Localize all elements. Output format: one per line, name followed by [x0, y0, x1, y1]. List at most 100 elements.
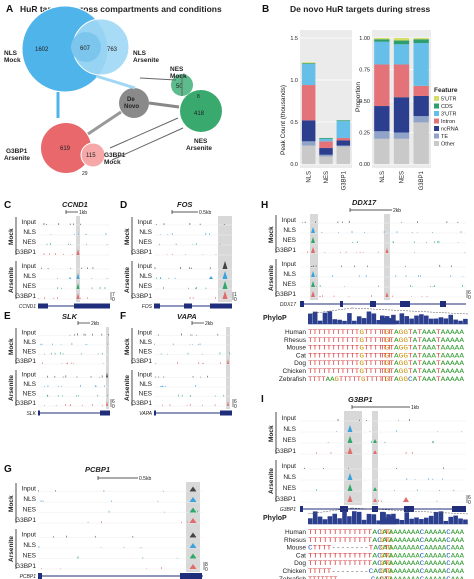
gene-exon: [184, 303, 192, 309]
signal-tick: [53, 536, 54, 538]
bar-segment: [374, 131, 390, 139]
alignment-sequence: TTTTTTTTTTTGTTTTTT: [308, 360, 392, 367]
signal-tick: [340, 252, 341, 253]
signal-tick: [94, 535, 96, 538]
signal-tick: [338, 232, 339, 233]
signal-tick: [62, 376, 64, 378]
signal-tick: [162, 404, 163, 406]
gene-exon: [180, 573, 202, 579]
track-label-g3bp1: G3BP1: [15, 563, 36, 570]
signal-tick: [80, 297, 81, 299]
signal-tick: [156, 277, 157, 279]
alignment-sequence: TTTTTTTTTTTTTACAG: [308, 529, 392, 536]
panel-h-gene: DDX17: [352, 198, 377, 207]
signal-tick: [69, 334, 71, 336]
signal-peak: [227, 359, 229, 364]
signal-tick: [377, 251, 379, 253]
y-scale-max: 6: [234, 399, 237, 405]
track-label-input: Input: [282, 463, 297, 470]
signal-peak: [209, 276, 213, 279]
y-scale-min: 0: [112, 404, 115, 410]
signal-tick: [337, 418, 339, 421]
bar-segment: [301, 63, 316, 65]
x-tick-label: NES: [400, 171, 406, 183]
track-label-input: Input: [22, 486, 37, 493]
track-label-nes: NES: [139, 239, 153, 246]
highlight-region: [226, 327, 230, 409]
signal-tick: [155, 362, 157, 364]
phylop-bar: [347, 313, 352, 324]
signal-tick: [190, 395, 191, 397]
panel-e-gene: SLK: [62, 312, 78, 321]
signal-peak: [347, 436, 353, 443]
alignment-sequence: GTAAAAAAACAAAAACAAA: [380, 560, 464, 567]
track-label-nes: NES: [23, 283, 37, 290]
signal-tick: [61, 287, 62, 289]
phylop-bar: [433, 318, 439, 324]
track-label-input: Input: [22, 330, 37, 337]
bar-segment: [413, 43, 429, 86]
signal-tick: [157, 334, 159, 336]
gene-name-label: SLK: [27, 411, 37, 417]
alignment-sequence: TTTTTTTTTTTGTTTTTT: [308, 368, 392, 375]
signal-tick: [44, 296, 46, 299]
x-tick-label: NLS: [307, 171, 313, 183]
gene-exon: [440, 301, 446, 307]
legend-swatch: [434, 111, 439, 116]
signal-tick: [97, 394, 99, 397]
group-label-mock: Mock: [268, 425, 275, 442]
signal-tick: [405, 266, 406, 267]
group-label-mock: Mock: [8, 228, 15, 245]
track-label-input: Input: [22, 532, 37, 539]
signal-peak: [347, 495, 353, 502]
venn-label-nes-mock: NES Mock: [170, 66, 187, 80]
phylop-bar: [404, 512, 410, 524]
signal-peak: [385, 248, 389, 253]
signal-tick: [327, 442, 329, 443]
signal-tick: [189, 267, 190, 269]
signal-tick: [46, 243, 48, 245]
signal-tick: [154, 267, 156, 269]
venn-label-de-novo: De Novo: [124, 97, 139, 110]
signal-tick: [439, 489, 440, 491]
signal-tick: [366, 419, 367, 421]
bar-segment: [301, 120, 316, 142]
signal-tick: [369, 431, 371, 432]
group-label-arsenite: Arsenite: [8, 375, 15, 401]
phylop-bar: [443, 520, 449, 524]
track-label-input: Input: [138, 372, 153, 379]
signal-tick: [81, 353, 82, 355]
track-label-g3bp1: G3BP1: [275, 291, 296, 298]
legend-label: CDS: [441, 104, 453, 110]
phylop-bar: [394, 518, 400, 524]
gene-exon: [220, 410, 232, 416]
phylop-bar: [414, 517, 419, 524]
gene-exon: [74, 303, 110, 309]
signal-tick: [87, 297, 88, 299]
alignment-sequence: TGTAGGTATAAATAAAAA: [380, 368, 464, 375]
group-label-mock: Mock: [124, 228, 131, 245]
phylop-bar: [438, 511, 444, 524]
x-tick-label: G3BP1: [419, 170, 425, 190]
track-label-nls: NLS: [139, 339, 152, 346]
signal-peak: [189, 486, 197, 492]
signal-tick: [409, 419, 410, 421]
signal-tick: [94, 385, 96, 387]
zoom-connector: [351, 307, 469, 315]
signal-tick: [437, 431, 438, 432]
signal-tick: [192, 244, 194, 245]
signal-tick: [214, 395, 216, 397]
bar-segment: [393, 64, 410, 98]
bar-segment: [413, 38, 429, 40]
signal-tick: [70, 244, 71, 245]
signal-tick: [52, 343, 54, 345]
track-label-nes: NES: [139, 283, 153, 290]
panel-b-title: De novo HuR targets during stress: [290, 4, 431, 14]
signal-tick: [198, 344, 200, 345]
panel-label-g: G: [4, 464, 12, 475]
signal-tick: [85, 344, 87, 345]
signal-tick: [354, 265, 356, 267]
signal-tick: [43, 252, 45, 255]
signal-tick: [311, 266, 313, 267]
gene-exon: [340, 301, 343, 307]
